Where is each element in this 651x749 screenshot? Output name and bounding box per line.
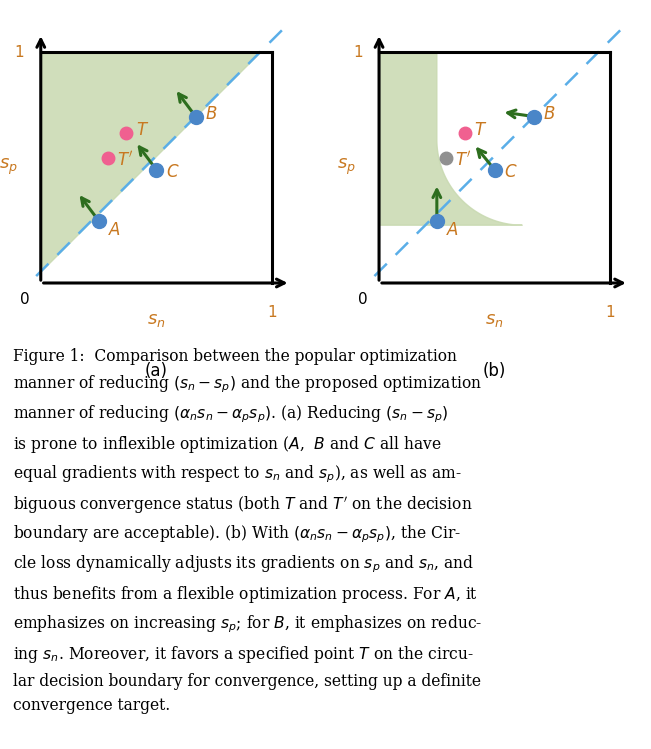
Text: $s_n$: $s_n$ [147, 311, 165, 329]
Text: $T$: $T$ [135, 121, 149, 139]
Polygon shape [41, 52, 260, 271]
Text: $A$: $A$ [108, 221, 121, 239]
Text: 0: 0 [20, 291, 29, 306]
Text: (b): (b) [483, 363, 506, 380]
Polygon shape [379, 52, 522, 225]
Text: $A$: $A$ [446, 221, 459, 239]
Text: $1$: $1$ [605, 304, 615, 320]
Text: $C$: $C$ [504, 163, 518, 181]
Text: $s_n$: $s_n$ [486, 311, 504, 329]
Text: Figure 1:  Comparison between the popular optimization
manner of reducing $(s_n-: Figure 1: Comparison between the popular… [13, 348, 482, 715]
Text: $B$: $B$ [205, 105, 217, 124]
Text: $T$: $T$ [474, 121, 487, 139]
Text: $C$: $C$ [165, 163, 179, 181]
Text: $1$: $1$ [353, 43, 363, 60]
Text: $T'$: $T'$ [455, 151, 472, 170]
Text: $1$: $1$ [267, 304, 277, 320]
Text: $B$: $B$ [543, 105, 555, 124]
Text: $s_p$: $s_p$ [0, 157, 18, 178]
Text: 0: 0 [358, 291, 368, 306]
Text: $s_p$: $s_p$ [337, 157, 356, 178]
Text: $1$: $1$ [14, 43, 25, 60]
Text: $T'$: $T'$ [117, 151, 133, 170]
Text: (a): (a) [145, 363, 168, 380]
